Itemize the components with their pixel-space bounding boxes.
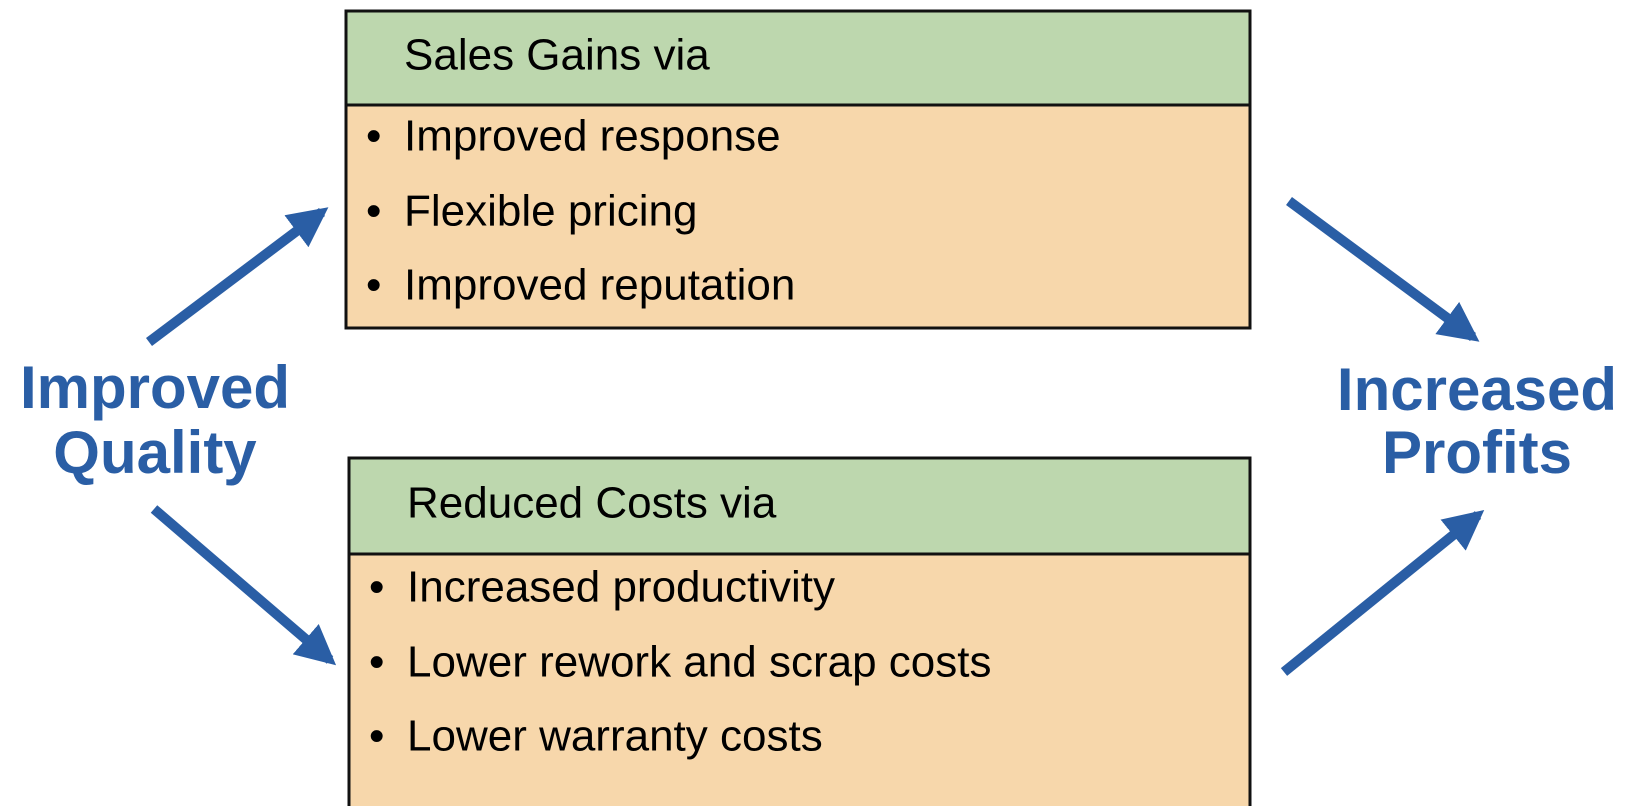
item: Lower warranty costs	[407, 712, 823, 761]
bullets: • Increased productivity • Lower rework …	[369, 563, 991, 761]
bullet: •	[369, 563, 384, 612]
bullet: •	[366, 112, 381, 161]
left-label: Quality	[53, 419, 257, 486]
item: Lower rework and scrap costs	[407, 638, 991, 687]
item: Increased productivity	[407, 563, 835, 612]
arrow	[1286, 196, 1480, 342]
bullet: •	[369, 638, 384, 687]
arrow	[145, 207, 329, 346]
box-header	[347, 456, 1252, 556]
left-label: Improved	[20, 354, 290, 421]
item: Improved reputation	[404, 261, 795, 310]
arrow	[150, 505, 337, 666]
arrow	[1280, 509, 1485, 676]
box-header	[344, 9, 1252, 107]
box-title: Reduced Costs via	[407, 479, 777, 528]
bullet: •	[366, 187, 381, 236]
item: Improved response	[404, 112, 781, 161]
bullet: •	[366, 261, 381, 310]
bullet: •	[369, 712, 384, 761]
right-label: Profits	[1382, 419, 1572, 486]
bullets: • Improved response • Flexible pricing •…	[366, 112, 795, 310]
box-title: Sales Gains via	[404, 31, 710, 80]
arrows	[145, 196, 1485, 676]
item: Flexible pricing	[404, 187, 697, 236]
right-label: Increased	[1337, 356, 1617, 423]
